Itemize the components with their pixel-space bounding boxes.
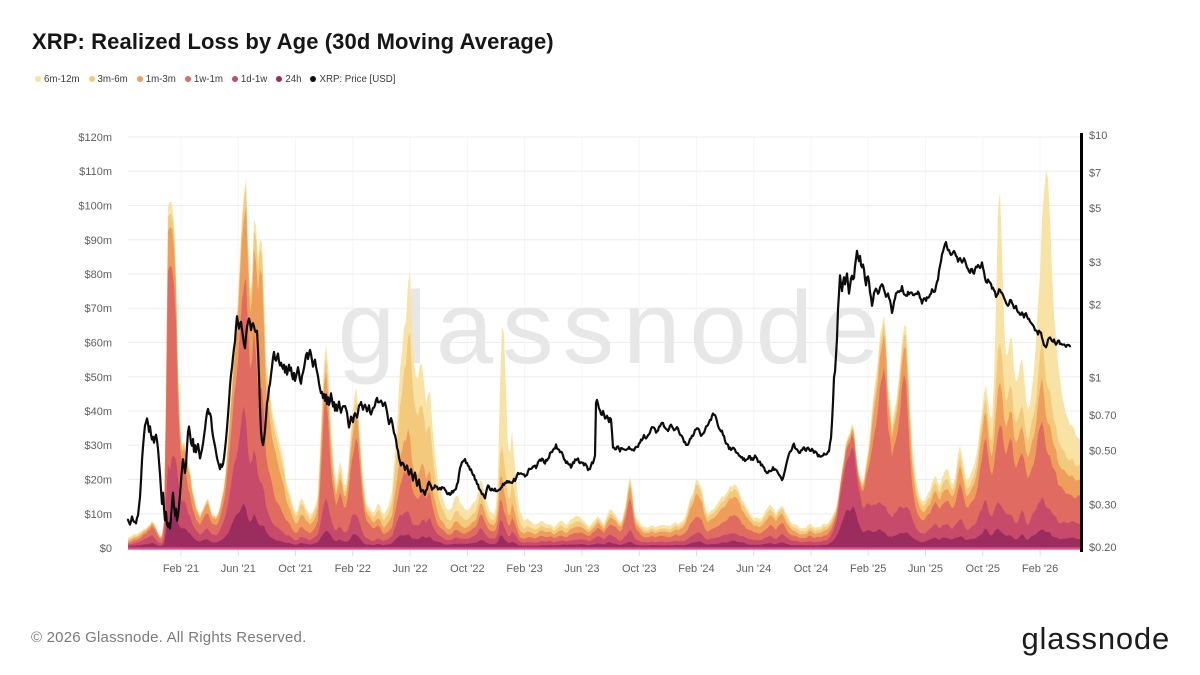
svg-text:Oct '21: Oct '21 bbox=[278, 563, 313, 575]
svg-text:$110m: $110m bbox=[79, 166, 112, 178]
svg-text:$90m: $90m bbox=[84, 235, 112, 247]
svg-text:$5: $5 bbox=[1089, 203, 1101, 215]
svg-text:$30m: $30m bbox=[84, 440, 112, 452]
svg-text:Oct '23: Oct '23 bbox=[622, 563, 657, 575]
svg-text:$0.30: $0.30 bbox=[1089, 499, 1117, 511]
svg-text:$0.70: $0.70 bbox=[1089, 410, 1117, 422]
svg-text:Jun '21: Jun '21 bbox=[221, 563, 256, 575]
svg-text:Oct '25: Oct '25 bbox=[966, 563, 1001, 575]
svg-text:$40m: $40m bbox=[84, 406, 112, 418]
svg-text:$10: $10 bbox=[1089, 130, 1107, 142]
svg-text:$60m: $60m bbox=[84, 338, 112, 350]
svg-text:$1: $1 bbox=[1089, 373, 1101, 385]
svg-text:Feb '23: Feb '23 bbox=[506, 563, 542, 575]
svg-text:$80m: $80m bbox=[84, 269, 112, 281]
svg-text:$10m: $10m bbox=[84, 509, 112, 521]
svg-text:Feb '25: Feb '25 bbox=[850, 563, 886, 575]
svg-text:Jun '23: Jun '23 bbox=[564, 563, 599, 575]
svg-text:Feb '26: Feb '26 bbox=[1022, 563, 1058, 575]
svg-text:$20m: $20m bbox=[84, 475, 112, 487]
svg-text:$3: $3 bbox=[1089, 257, 1101, 269]
svg-text:Jun '22: Jun '22 bbox=[393, 563, 428, 575]
svg-text:$0: $0 bbox=[100, 543, 112, 555]
svg-text:Jun '25: Jun '25 bbox=[908, 563, 943, 575]
svg-text:$0.20: $0.20 bbox=[1089, 542, 1117, 554]
svg-text:Feb '24: Feb '24 bbox=[678, 563, 714, 575]
svg-text:$0.50: $0.50 bbox=[1089, 446, 1117, 458]
svg-text:$2: $2 bbox=[1089, 300, 1101, 312]
svg-text:Oct '24: Oct '24 bbox=[794, 563, 829, 575]
svg-text:Feb '21: Feb '21 bbox=[163, 563, 199, 575]
svg-text:Oct '22: Oct '22 bbox=[450, 563, 485, 575]
svg-text:$100m: $100m bbox=[78, 201, 112, 213]
svg-text:$7: $7 bbox=[1089, 168, 1101, 180]
svg-text:$70m: $70m bbox=[84, 303, 112, 315]
svg-text:glassnode: glassnode bbox=[338, 270, 889, 385]
svg-text:$120m: $120m bbox=[78, 132, 112, 144]
svg-text:Jun '24: Jun '24 bbox=[736, 563, 771, 575]
svg-text:$50m: $50m bbox=[84, 372, 112, 384]
svg-text:Feb '22: Feb '22 bbox=[335, 563, 371, 575]
